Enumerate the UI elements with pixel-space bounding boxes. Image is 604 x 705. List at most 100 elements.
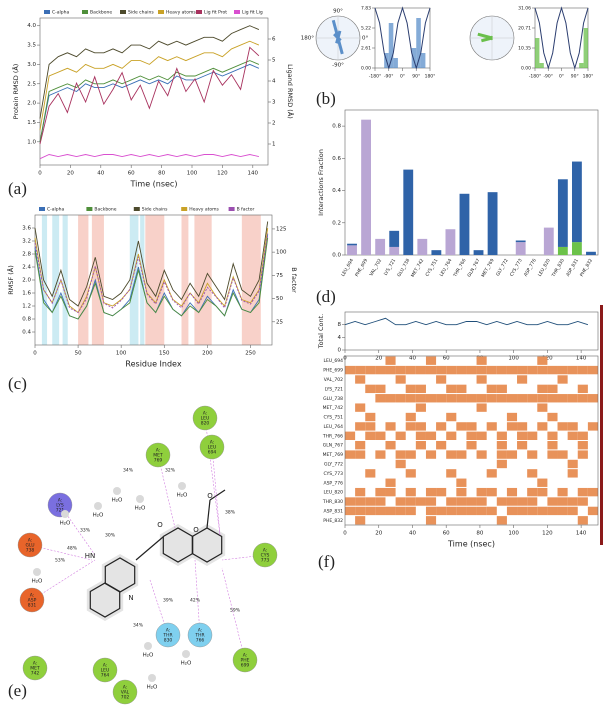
heat-cell — [568, 403, 578, 411]
heat-cell — [415, 422, 426, 431]
heat-cell — [487, 460, 497, 468]
residue-name: GLU — [25, 543, 34, 549]
heat-cell — [436, 469, 446, 477]
histogram-bar — [579, 63, 584, 68]
heat-cell — [396, 441, 406, 449]
heat-cell — [497, 507, 507, 515]
heat-cell — [486, 422, 497, 431]
residue-chain: A: — [243, 653, 248, 659]
bond — [209, 489, 226, 501]
heat-cell — [415, 441, 426, 450]
heat-cell — [405, 487, 416, 497]
heat-cell — [558, 516, 568, 524]
heat-cell — [426, 385, 436, 393]
heat-cell — [436, 357, 446, 365]
y-tick-label: 10.35 — [518, 46, 531, 52]
y2-tick-label: 25 — [276, 319, 283, 325]
heat-cell — [487, 516, 497, 524]
heat-cell — [355, 365, 366, 375]
heat-cell — [375, 422, 385, 430]
heat-cell — [496, 516, 507, 525]
x-tick-label: 20 — [375, 356, 382, 362]
heat-cell — [456, 460, 466, 468]
heat-cell — [567, 365, 578, 375]
heat-cell — [406, 403, 416, 411]
heat-cell — [558, 441, 568, 449]
y-tick-label: 20.71 — [518, 25, 531, 31]
legend-swatch — [196, 10, 202, 14]
x-tick-label: 60 — [128, 171, 135, 177]
legend-label: Heavy atoms — [166, 10, 196, 16]
row-label: GLU_738 — [323, 396, 343, 402]
heat-cell — [506, 450, 518, 459]
heat-cell — [416, 413, 426, 421]
legend-label: B factor — [237, 207, 255, 213]
residue-node — [22, 655, 48, 681]
heat-cell — [385, 403, 395, 411]
x-tick-label: 20 — [375, 531, 382, 537]
heat-cell — [416, 469, 426, 477]
y-tick-label: 1.5 — [27, 120, 36, 126]
heat-cell — [416, 357, 426, 365]
legend-swatch — [120, 10, 126, 14]
panel-label: (e) — [8, 681, 27, 700]
heat-cell — [557, 497, 568, 506]
plot-frame — [39, 17, 269, 166]
y-tick-label: 0.4 — [22, 330, 31, 336]
row-label: PHE_832 — [323, 518, 343, 524]
heat-cell — [496, 394, 507, 403]
heat-cell — [456, 487, 467, 497]
heat-cell — [396, 516, 406, 524]
heat-cell — [547, 469, 557, 477]
heat-cell — [547, 506, 558, 516]
residue-name: PHE — [241, 658, 250, 664]
heat-cell — [487, 441, 497, 449]
heat-cell — [416, 450, 426, 458]
heat-cell — [416, 488, 426, 496]
heat-cell — [345, 479, 355, 487]
heat-cell — [396, 385, 406, 393]
bar-segment — [375, 238, 386, 255]
potential-curve — [534, 6, 589, 70]
heat-cell — [446, 412, 457, 422]
heat-cell — [537, 450, 547, 458]
heat-cell — [568, 413, 578, 421]
heat-cell — [425, 394, 437, 403]
bar-segment — [417, 238, 428, 255]
x-tick-label: 40 — [97, 171, 104, 177]
heat-cell — [415, 384, 426, 394]
heat-cell — [385, 375, 395, 383]
bar-segment — [389, 246, 400, 255]
heat-cell — [567, 506, 578, 516]
heat-cell — [547, 412, 558, 422]
y-tick-label: 1.2 — [22, 304, 31, 310]
polar-ray — [477, 32, 493, 40]
heat-cell — [578, 357, 588, 365]
heat-cell — [507, 516, 517, 524]
heat-cell — [395, 459, 406, 469]
heat-cell — [486, 384, 497, 394]
category-label: THR_766 — [452, 258, 468, 279]
heat-cell — [497, 375, 507, 383]
heat-cell — [416, 479, 426, 487]
heat-cell — [578, 460, 588, 468]
heat-cell — [537, 422, 548, 431]
y-tick-label: 0.00 — [521, 66, 531, 72]
heat-cell — [476, 375, 487, 384]
heat-cell — [365, 506, 376, 516]
heat-cell — [345, 460, 355, 468]
heat-cell — [416, 507, 426, 515]
heat-cell — [476, 497, 487, 506]
heat-cell — [355, 385, 365, 393]
heat-cell — [487, 375, 497, 383]
category-label: PHE_832 — [579, 258, 594, 278]
heat-cell — [547, 394, 558, 403]
histogram-bar — [388, 23, 394, 68]
heat-cell — [547, 460, 557, 468]
heat-cell — [425, 516, 437, 525]
heat-cell — [577, 431, 588, 440]
heat-cell — [355, 460, 365, 468]
heat-cell — [476, 431, 487, 440]
heat-cell — [517, 450, 527, 458]
water-node — [113, 487, 121, 495]
